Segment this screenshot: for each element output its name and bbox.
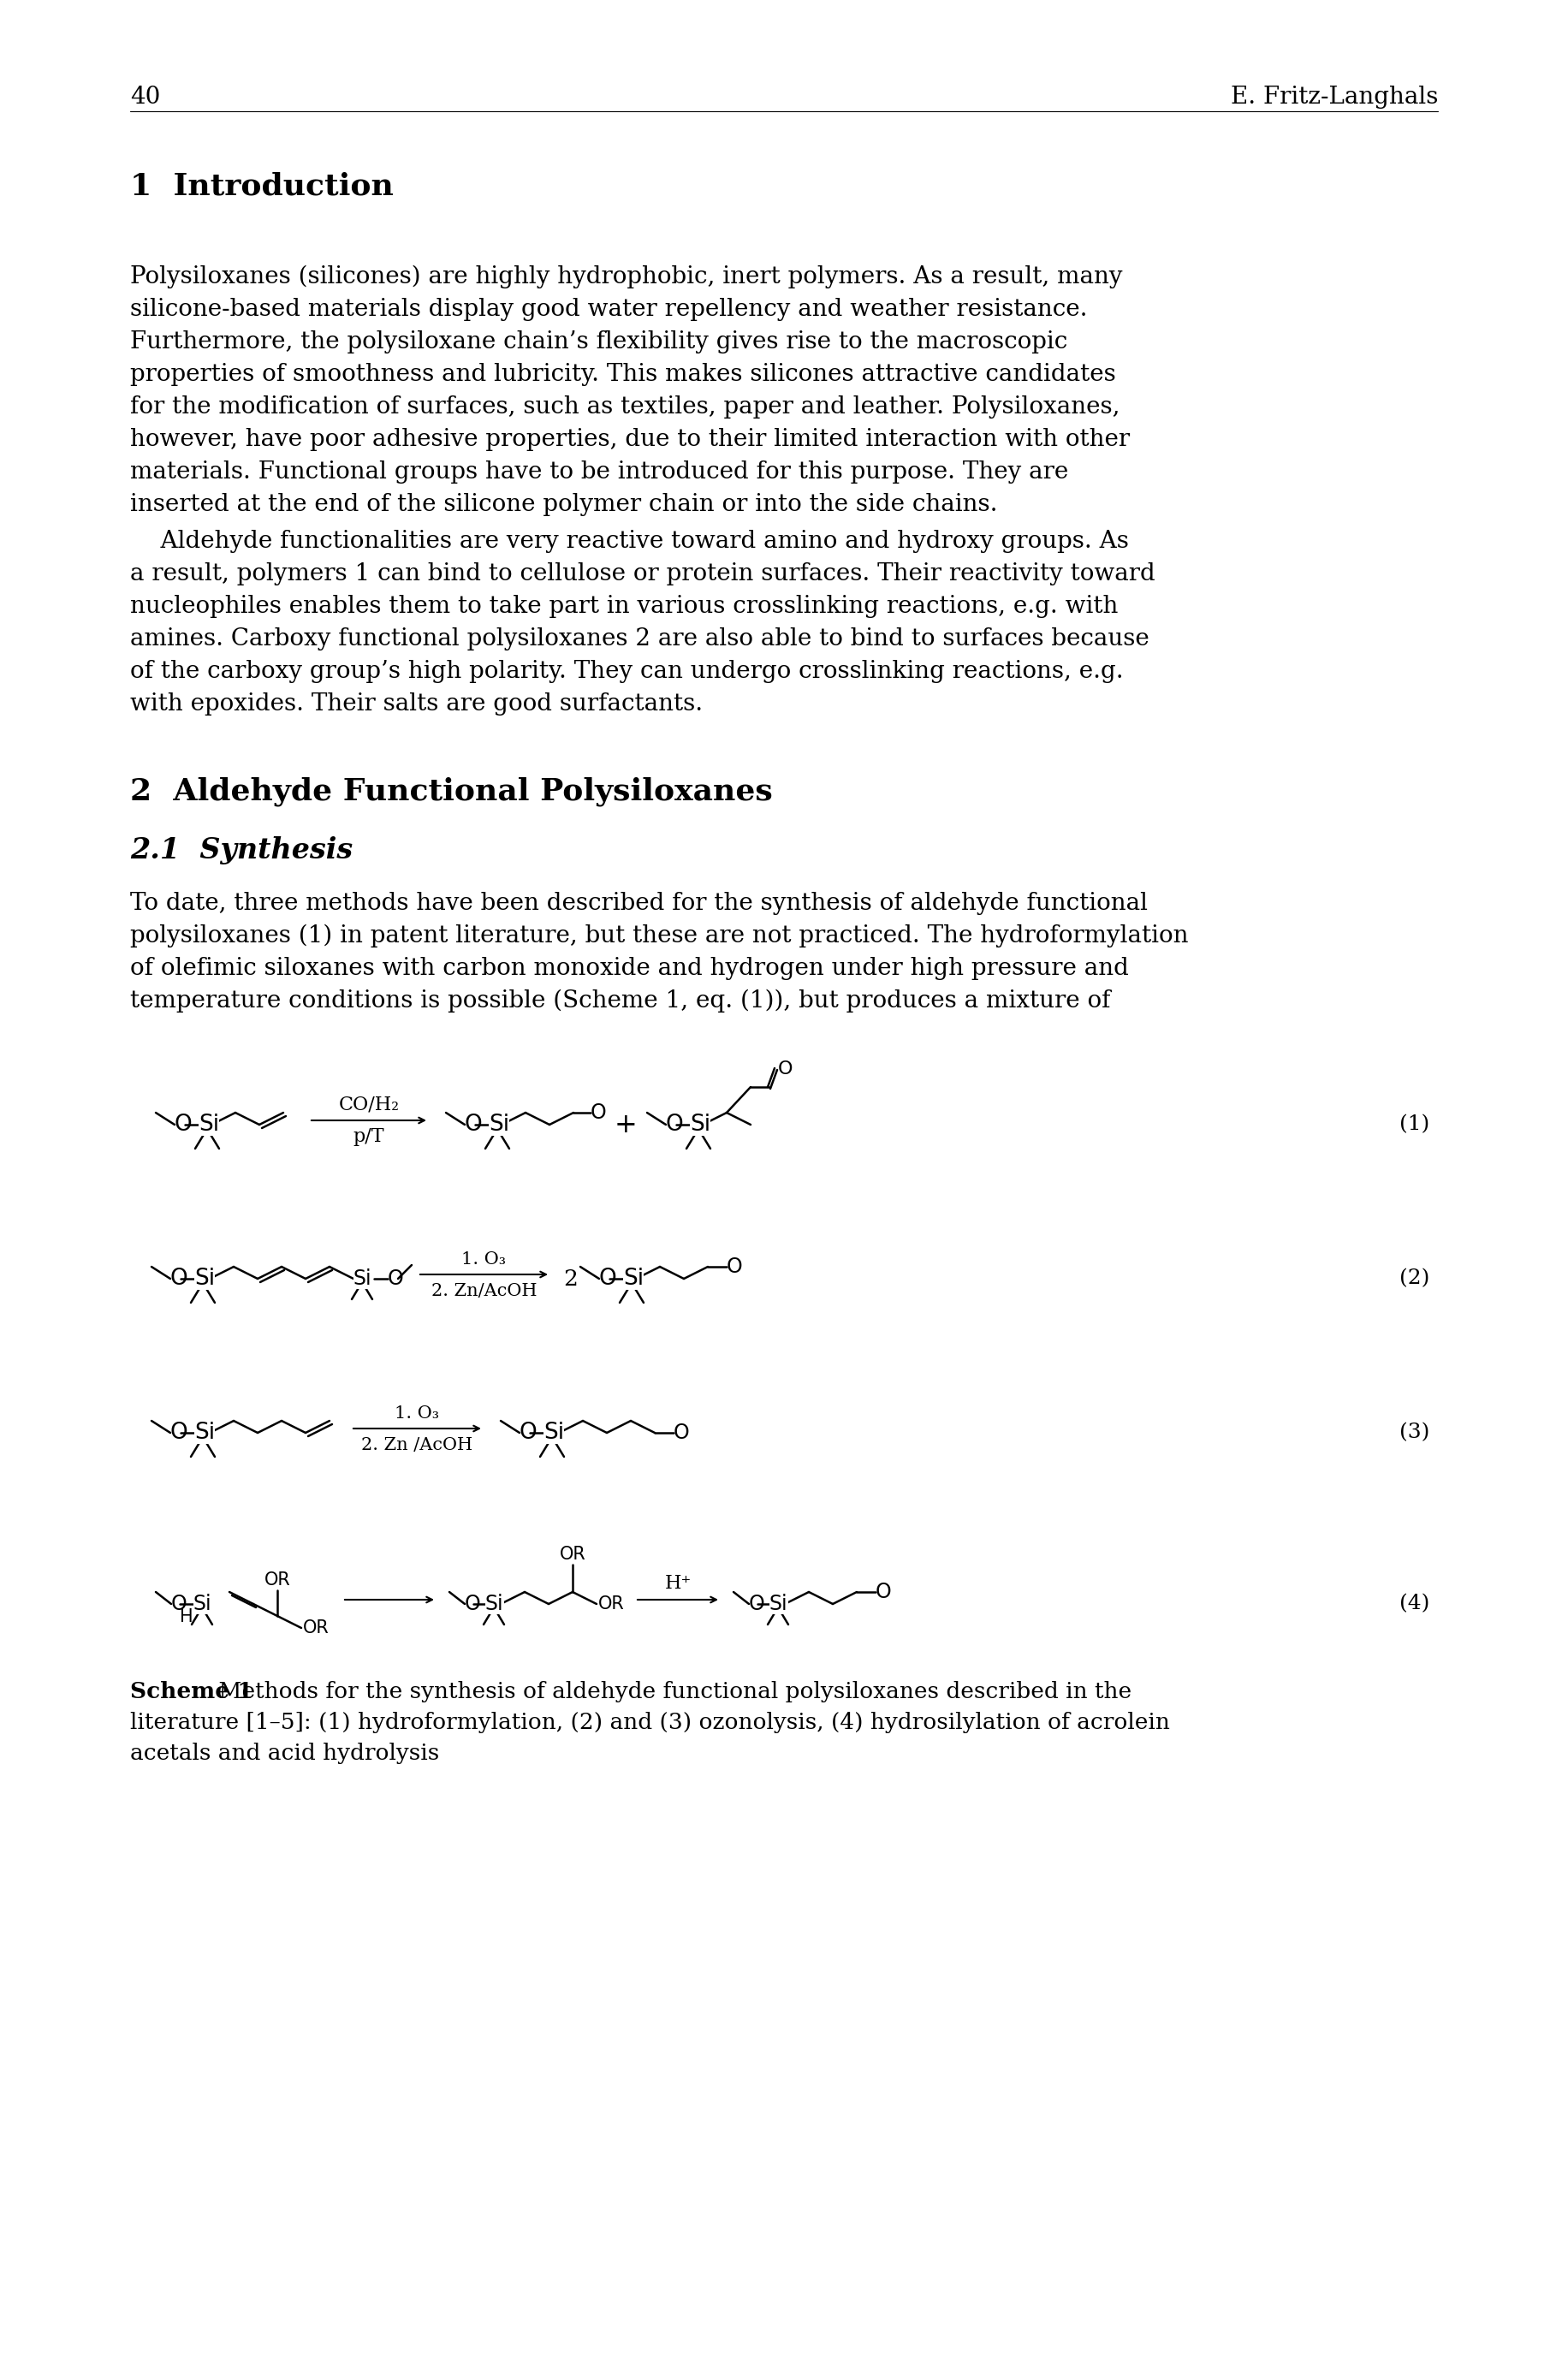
Text: O: O — [171, 1594, 187, 1613]
Text: Si: Si — [353, 1269, 372, 1290]
Text: temperature conditions is possible (Scheme 1, eq. (1)), but produces a mixture o: temperature conditions is possible (Sche… — [130, 988, 1110, 1012]
Text: p/T: p/T — [353, 1126, 384, 1145]
Text: 2. Zn/AcOH: 2. Zn/AcOH — [431, 1283, 536, 1300]
Text: Furthermore, the polysiloxane chain’s flexibility gives rise to the macroscopic: Furthermore, the polysiloxane chain’s fl… — [130, 330, 1066, 354]
Text: Si: Si — [194, 1421, 215, 1445]
Text: 1. O₃: 1. O₃ — [461, 1252, 506, 1269]
Text: inserted at the end of the silicone polymer chain or into the side chains.: inserted at the end of the silicone poly… — [130, 492, 997, 516]
Text: O: O — [464, 1594, 480, 1613]
Text: however, have poor adhesive properties, due to their limited interaction with ot: however, have poor adhesive properties, … — [130, 428, 1129, 451]
Text: O: O — [875, 1582, 891, 1601]
Text: O: O — [519, 1421, 536, 1445]
Text: H: H — [180, 1609, 193, 1625]
Text: O: O — [748, 1594, 765, 1613]
Text: materials. Functional groups have to be introduced for this purpose. They are: materials. Functional groups have to be … — [130, 461, 1068, 485]
Text: 2. Zn /AcOH: 2. Zn /AcOH — [361, 1437, 472, 1454]
Text: Si: Si — [622, 1269, 643, 1290]
Text: OR: OR — [597, 1594, 624, 1613]
Text: Si: Si — [193, 1594, 212, 1613]
Text: a result, polymers 1 can bind to cellulose or protein surfaces. Their reactivity: a result, polymers 1 can bind to cellulo… — [130, 563, 1154, 584]
Text: O: O — [673, 1423, 690, 1442]
Text: (2): (2) — [1399, 1269, 1428, 1288]
Text: O: O — [174, 1114, 193, 1136]
Text: polysiloxanes (1) in patent literature, but these are not practiced. The hydrofo: polysiloxanes (1) in patent literature, … — [130, 924, 1189, 948]
Text: Methods for the synthesis of aldehyde functional polysiloxanes described in the: Methods for the synthesis of aldehyde fu… — [212, 1680, 1131, 1701]
Text: E. Fritz-Langhals: E. Fritz-Langhals — [1229, 86, 1438, 109]
Text: Si: Si — [485, 1594, 503, 1613]
Text: (3): (3) — [1399, 1423, 1428, 1442]
Text: properties of smoothness and lubricity. This makes silicones attractive candidat: properties of smoothness and lubricity. … — [130, 364, 1115, 385]
Text: O: O — [599, 1269, 616, 1290]
Text: CO/H₂: CO/H₂ — [339, 1095, 400, 1114]
Text: 1. O₃: 1. O₃ — [395, 1404, 439, 1421]
Text: Aldehyde functionalities are very reactive toward amino and hydroxy groups. As: Aldehyde functionalities are very reacti… — [130, 530, 1129, 554]
Text: literature [1–5]: (1) hydroformylation, (2) and (3) ozonolysis, (4) hydrosilylat: literature [1–5]: (1) hydroformylation, … — [130, 1711, 1170, 1734]
Text: OR: OR — [303, 1620, 329, 1637]
Text: acetals and acid hydrolysis: acetals and acid hydrolysis — [130, 1744, 439, 1765]
Text: Si: Si — [768, 1594, 787, 1613]
Text: OR: OR — [560, 1547, 585, 1563]
Text: O: O — [726, 1257, 742, 1276]
Text: O: O — [778, 1060, 792, 1079]
Text: +: + — [615, 1112, 637, 1138]
Text: O: O — [665, 1114, 684, 1136]
Text: silicone-based materials display good water repellency and weather resistance.: silicone-based materials display good wa… — [130, 297, 1087, 321]
Text: H⁺: H⁺ — [665, 1573, 691, 1592]
Text: 2.1  Synthesis: 2.1 Synthesis — [130, 836, 353, 865]
Text: for the modification of surfaces, such as textiles, paper and leather. Polysilox: for the modification of surfaces, such a… — [130, 394, 1120, 418]
Text: O: O — [590, 1102, 607, 1124]
Text: Si: Si — [194, 1269, 215, 1290]
Text: (4): (4) — [1399, 1594, 1428, 1613]
Text: (1): (1) — [1399, 1114, 1428, 1133]
Text: Si: Si — [199, 1114, 220, 1136]
Text: of olefimic siloxanes with carbon monoxide and hydrogen under high pressure and: of olefimic siloxanes with carbon monoxi… — [130, 958, 1129, 979]
Text: 1  Introduction: 1 Introduction — [130, 171, 394, 200]
Text: nucleophiles enables them to take part in various crosslinking reactions, e.g. w: nucleophiles enables them to take part i… — [130, 594, 1118, 618]
Text: with epoxides. Their salts are good surfactants.: with epoxides. Their salts are good surf… — [130, 691, 702, 715]
Text: Si: Si — [489, 1114, 510, 1136]
Text: To date, three methods have been described for the synthesis of aldehyde functio: To date, three methods have been describ… — [130, 891, 1148, 915]
Text: amines. Carboxy functional polysiloxanes 2 are also able to bind to surfaces bec: amines. Carboxy functional polysiloxanes… — [130, 627, 1149, 651]
Text: 2  Aldehyde Functional Polysiloxanes: 2 Aldehyde Functional Polysiloxanes — [130, 777, 771, 805]
Text: OR: OR — [263, 1571, 290, 1590]
Text: Si: Si — [543, 1421, 564, 1445]
Text: Scheme 1: Scheme 1 — [130, 1680, 252, 1701]
Text: Si: Si — [690, 1114, 710, 1136]
Text: 40: 40 — [130, 86, 160, 109]
Text: 2: 2 — [563, 1269, 577, 1290]
Text: O: O — [387, 1269, 403, 1290]
Text: of the carboxy group’s high polarity. They can undergo crosslinking reactions, e: of the carboxy group’s high polarity. Th… — [130, 661, 1123, 682]
Text: O: O — [464, 1114, 483, 1136]
Text: Polysiloxanes (silicones) are highly hydrophobic, inert polymers. As a result, m: Polysiloxanes (silicones) are highly hyd… — [130, 266, 1121, 290]
Text: O: O — [171, 1269, 188, 1290]
Text: O: O — [171, 1421, 188, 1445]
